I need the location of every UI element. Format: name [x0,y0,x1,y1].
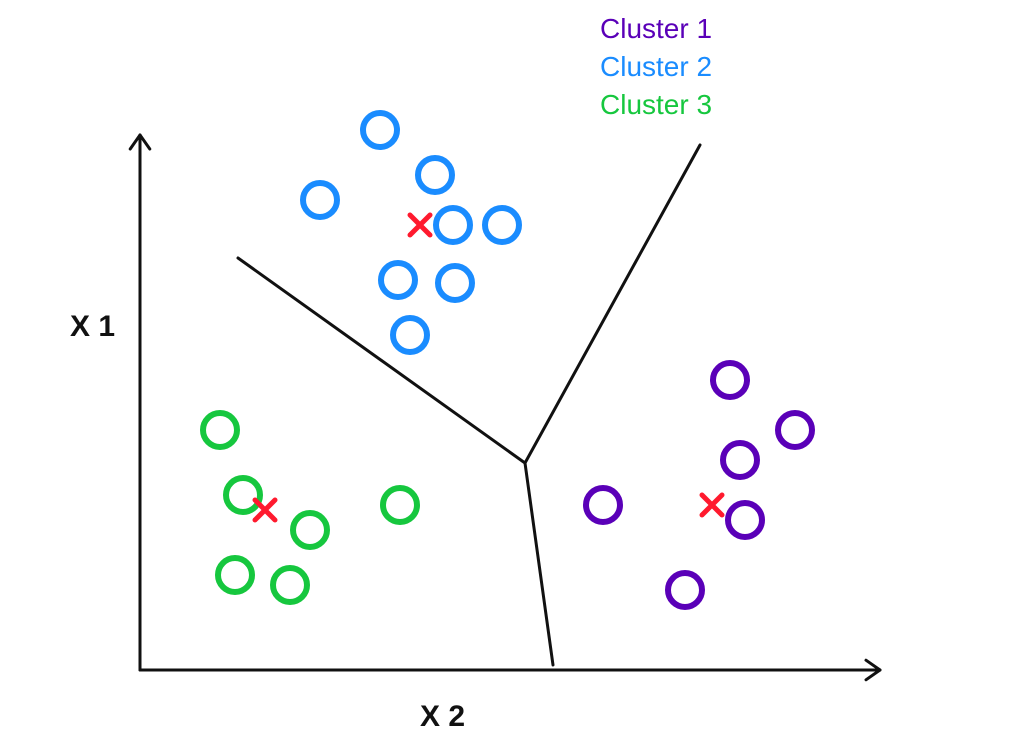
x-axis-label: X 2 [420,700,465,734]
legend-item: Cluster 1 [600,10,712,48]
y-axis-label: X 1 [70,310,115,344]
data-point [713,363,747,397]
decision-boundary [525,145,700,463]
legend-item: Cluster 2 [600,48,712,86]
data-point [418,158,452,192]
data-point [363,113,397,147]
cluster-2-blue [303,113,519,352]
data-point [273,568,307,602]
data-point [728,503,762,537]
data-point [218,558,252,592]
diagram-stage: Cluster 1Cluster 2Cluster 3 X 1 X 2 [0,0,1024,749]
data-point [668,573,702,607]
data-point [381,263,415,297]
data-point [485,208,519,242]
legend: Cluster 1Cluster 2Cluster 3 [600,10,712,123]
data-point [303,183,337,217]
data-point [723,443,757,477]
cluster-plot [0,0,1024,749]
legend-item: Cluster 3 [600,86,712,124]
data-point [393,318,427,352]
data-point [436,208,470,242]
data-point [438,266,472,300]
cluster-3-green [203,413,417,602]
data-point [586,488,620,522]
data-point [226,478,260,512]
data-point [203,413,237,447]
cluster-1-purple [586,363,812,607]
data-point [383,488,417,522]
data-point [293,513,327,547]
data-point [778,413,812,447]
decision-boundary [525,463,553,665]
